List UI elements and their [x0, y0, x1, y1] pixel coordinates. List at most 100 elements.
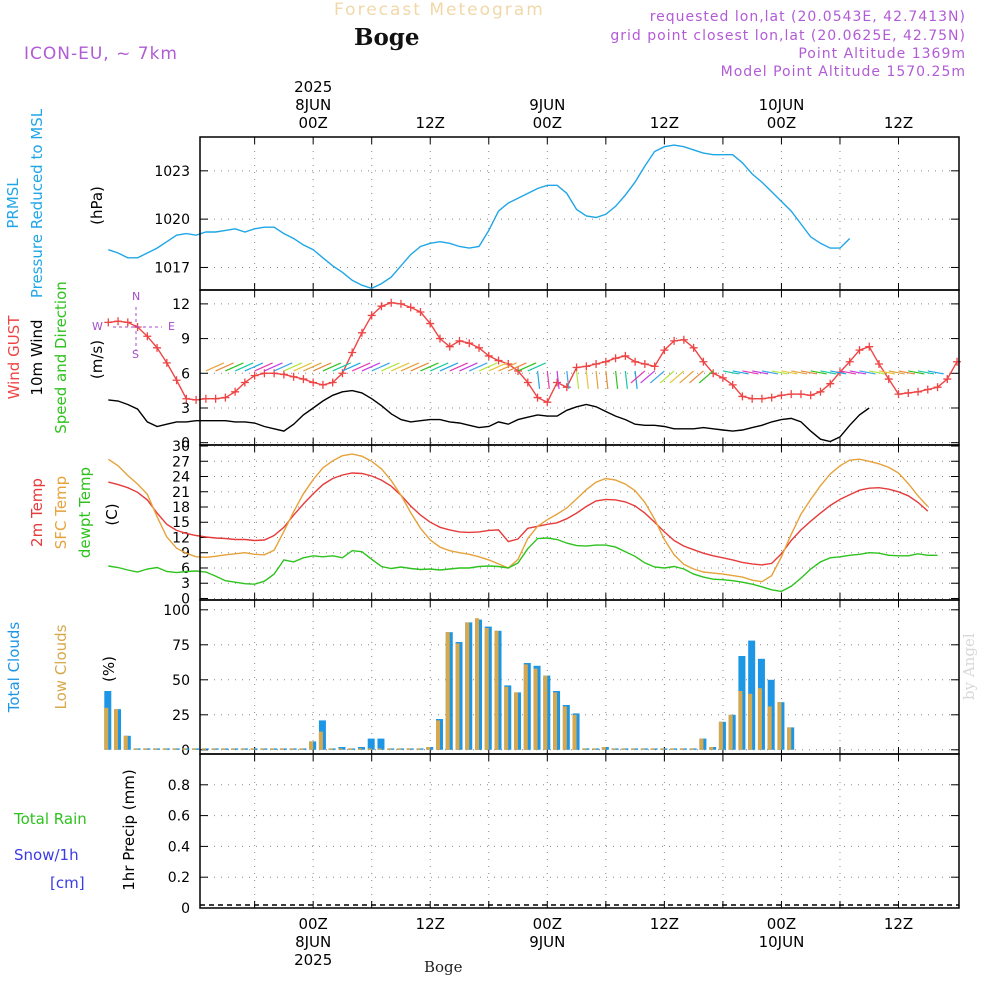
- gust-marker: [953, 357, 962, 366]
- low-cloud-bar: [260, 748, 265, 750]
- wind-vector-arrow: [410, 362, 429, 372]
- gust-marker: [894, 390, 903, 399]
- bottom-date-label: 10JUN: [759, 933, 805, 951]
- y-tick-label: 9: [181, 332, 190, 348]
- wind-vector-arrow: [771, 370, 788, 375]
- low-cloud-bar: [709, 747, 714, 750]
- wind-vector-arrow: [898, 370, 915, 375]
- wind-vector-arrow: [781, 370, 798, 375]
- y-tick-label: 30: [172, 439, 190, 455]
- gust-marker: [884, 375, 893, 384]
- low-cloud-bar: [250, 748, 255, 750]
- y-axis-unit: (C): [103, 503, 121, 525]
- gust-marker: [289, 372, 298, 381]
- gust-marker: [777, 391, 786, 400]
- wind-vector-arrow: [869, 370, 886, 375]
- low-cloud-bar: [748, 693, 753, 750]
- low-cloud-bar: [192, 748, 197, 750]
- gust-marker: [738, 392, 747, 401]
- gust-marker: [728, 380, 737, 389]
- temperature-frame: [199, 444, 960, 601]
- y-tick-label: 0: [181, 743, 190, 759]
- gust-marker: [611, 354, 620, 363]
- gust-marker: [250, 371, 259, 380]
- gust-marker: [933, 383, 942, 392]
- low-cloud-bar: [211, 748, 216, 750]
- compass-s: S: [132, 348, 139, 361]
- gust-marker: [845, 357, 854, 366]
- gust-marker: [865, 342, 874, 351]
- y-axis-unit: (%): [100, 656, 118, 682]
- gust-marker: [182, 394, 191, 403]
- top-date-label: 10JUN: [759, 96, 805, 114]
- sfc-temp-line: [107, 453, 929, 583]
- y-tick-label: 3: [181, 401, 190, 417]
- low-cloud-bar: [533, 668, 538, 750]
- wind-vector-arrow: [927, 370, 944, 375]
- y-tick-label: 27: [172, 454, 190, 470]
- y-axis-label: SFC Temp: [52, 476, 70, 549]
- y-axis-label: 10m Wind: [28, 319, 46, 395]
- y-tick-label: 1020: [154, 212, 190, 228]
- wind-vector-arrow: [332, 362, 351, 372]
- wind-vector-arrow: [859, 370, 876, 375]
- gust-marker: [553, 378, 562, 387]
- gust-marker: [543, 398, 552, 407]
- gust-marker: [211, 394, 220, 403]
- low-cloud-bar: [133, 748, 138, 750]
- low-cloud-bar: [162, 748, 167, 750]
- wind-vector-arrow: [605, 370, 609, 390]
- low-cloud-bar: [221, 748, 226, 750]
- bottom-time-label: 12Z: [416, 915, 445, 933]
- wind-vector-arrow: [429, 362, 449, 372]
- bottom-time-label: 00Z: [767, 915, 796, 933]
- wind-vector-arrow: [595, 370, 599, 390]
- low-cloud-bar: [601, 747, 606, 750]
- wind-vector-arrow: [649, 370, 665, 384]
- point-altitude: Point Altitude 1369m: [798, 46, 966, 62]
- location-title: Boge: [354, 24, 420, 51]
- gust-marker: [621, 351, 630, 360]
- y-tick-label: 24: [172, 470, 190, 486]
- prmsl-line: [108, 144, 851, 290]
- wind-vector-arrow: [351, 362, 371, 372]
- gust-marker: [172, 376, 181, 385]
- y-tick-label: 6: [181, 561, 190, 577]
- y-tick-label: 15: [172, 515, 190, 531]
- gust-marker: [592, 360, 601, 369]
- compass-w: W: [92, 320, 103, 333]
- wind-vector-arrow: [546, 370, 550, 390]
- low-cloud-bar: [182, 748, 187, 750]
- wind-vector-arrow: [761, 370, 779, 375]
- top-time-label: 12Z: [650, 114, 679, 132]
- gust-marker: [455, 336, 464, 345]
- y-tick-label: 6: [181, 366, 190, 382]
- gust-marker: [757, 394, 766, 403]
- wind-vector-arrow: [293, 362, 312, 372]
- y-tick-label: 0: [181, 901, 190, 917]
- bottom-time-label: 12Z: [884, 915, 913, 933]
- gust-marker: [904, 388, 913, 397]
- gust-marker: [572, 363, 581, 372]
- top-time-label: 00Z: [767, 114, 796, 132]
- bottom-date-label: 9JUN: [529, 933, 565, 951]
- wind-vector-arrow: [517, 362, 537, 372]
- wind-vector-arrow: [283, 362, 303, 372]
- gust-marker: [435, 334, 444, 343]
- y-tick-label: 100: [163, 603, 190, 619]
- low-cloud-bar: [631, 748, 636, 750]
- wind-vector-arrow: [640, 370, 656, 384]
- low-cloud-bar: [279, 748, 284, 750]
- precip-snow-unit: [cm]: [50, 874, 85, 892]
- wind-vector-arrow: [556, 370, 560, 390]
- y-tick-label: 25: [172, 708, 190, 724]
- wind-vector-arrow: [689, 370, 704, 384]
- y-tick-label: 1023: [154, 164, 190, 180]
- wind-vector-arrow: [478, 362, 498, 372]
- low-cloud-bar: [582, 748, 587, 750]
- low-cloud-bar: [357, 748, 362, 750]
- gust-marker: [406, 303, 415, 312]
- low-cloud-bar: [445, 632, 450, 750]
- wind-vector-arrow: [390, 362, 410, 372]
